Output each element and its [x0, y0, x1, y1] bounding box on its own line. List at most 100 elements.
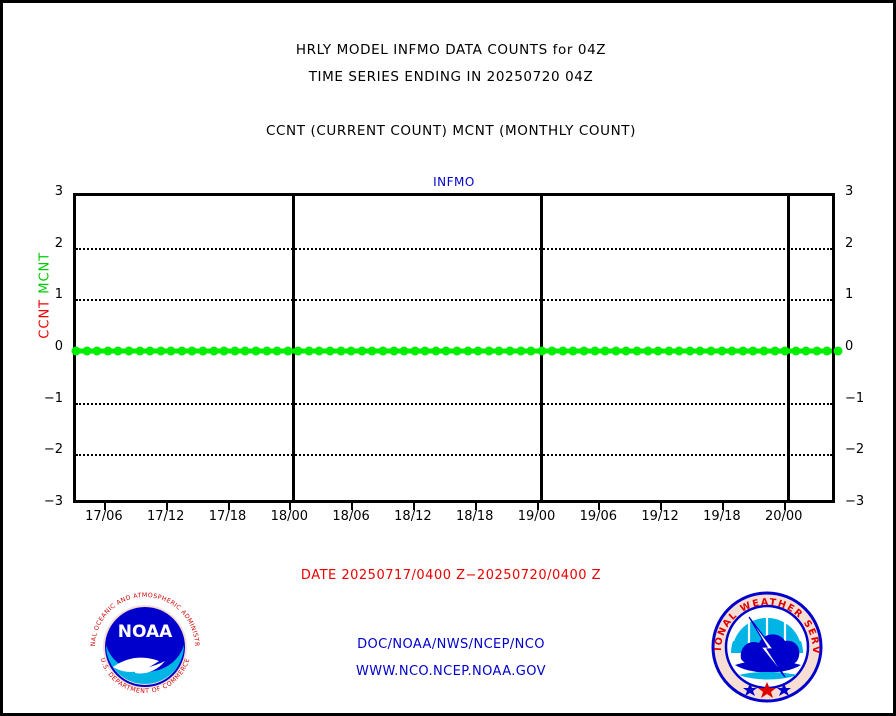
mcnt-marker	[103, 346, 113, 356]
mcnt-marker	[82, 346, 92, 356]
mcnt-marker	[738, 346, 748, 356]
chart-title: INFMO	[433, 175, 475, 189]
mcnt-marker	[346, 346, 356, 356]
ccnt-marker	[94, 349, 100, 353]
x-tick-label-17-12: 17/12	[146, 509, 185, 524]
ccnt-marker	[338, 349, 344, 353]
x-tick-label-17-06: 17/06	[85, 509, 123, 524]
ccnt-marker	[348, 349, 354, 353]
mcnt-marker	[198, 346, 208, 356]
ccnt-marker	[750, 349, 756, 353]
mcnt-marker	[717, 346, 727, 356]
ccnt-marker	[147, 349, 153, 353]
mcnt-marker	[431, 346, 441, 356]
x-tick-mark-19-12	[660, 503, 663, 510]
mcnt-marker	[304, 346, 314, 356]
x-tick-mark-20-00	[783, 503, 786, 510]
y-axis-labels-left: 3 2 1 0 −1 −2 −3	[29, 184, 63, 509]
mcnt-marker	[209, 346, 219, 356]
ccnt-marker	[391, 349, 396, 353]
mcnt-marker	[230, 346, 240, 356]
ccnt-marker	[168, 349, 174, 353]
ccnt-marker	[581, 349, 587, 353]
mcnt-marker	[632, 346, 642, 356]
ccnt-marker	[634, 349, 640, 353]
ccnt-marker	[570, 349, 576, 353]
gridline-y-1	[76, 299, 832, 302]
ccnt-marker	[793, 349, 799, 353]
mcnt-marker	[378, 346, 388, 356]
ccnt-marker	[306, 349, 312, 353]
ccnt-marker	[549, 349, 555, 353]
ccnt-marker	[327, 349, 333, 353]
ccnt-marker	[613, 349, 619, 353]
mcnt-marker	[653, 346, 663, 356]
mcnt-marker	[706, 346, 716, 356]
x-tick-mark-18-06	[351, 503, 354, 510]
mcnt-marker	[314, 346, 324, 356]
gridline-x-18-00	[292, 196, 296, 500]
y-tick-label-right-1: 1	[845, 287, 854, 303]
x-tick-mark-17-06	[103, 503, 106, 510]
mcnt-marker	[92, 346, 102, 356]
mcnt-marker	[579, 346, 589, 356]
mcnt-marker	[643, 346, 652, 356]
ccnt-marker	[772, 349, 777, 353]
mcnt-marker	[748, 346, 758, 356]
x-tick-label-17-18: 17/18	[208, 509, 247, 524]
ccnt-marker	[465, 349, 471, 353]
ccnt-marker	[528, 349, 534, 353]
ccnt-line	[76, 350, 832, 352]
footer-url[interactable]: WWW.NCO.NCEP.NOAA.GOV	[356, 664, 546, 679]
y-tick-label-left-0: 0	[54, 339, 63, 354]
mcnt-marker	[124, 346, 134, 356]
mcnt-marker	[166, 346, 176, 356]
ccnt-marker	[454, 349, 460, 353]
x-tick-label-19-06: 19/06	[579, 509, 618, 524]
mcnt-marker	[240, 346, 250, 356]
mcnt-marker	[695, 346, 705, 356]
mcnt-marker	[113, 346, 123, 356]
ccnt-marker	[105, 349, 111, 353]
ccnt-marker	[697, 349, 703, 353]
mcnt-marker	[283, 346, 293, 356]
ccnt-marker	[475, 349, 481, 353]
mcnt-marker	[135, 346, 144, 356]
y-tick-label-right-0: 0	[845, 339, 854, 354]
ccnt-marker	[369, 349, 375, 353]
ccnt-marker	[295, 349, 301, 353]
noaa-logo-center-text: NOAA	[118, 622, 173, 642]
ccnt-marker	[232, 349, 238, 353]
ccnt-marker	[221, 349, 227, 353]
x-tick-mark-17-18	[227, 503, 230, 510]
mcnt-marker	[558, 346, 568, 356]
mcnt-marker	[822, 346, 832, 356]
y-tick-label-left--3: −3	[43, 494, 63, 509]
footer-organization: DOC/NOAA/NWS/NCEP/NCO	[357, 637, 545, 652]
x-tick-mark-18-12	[412, 503, 415, 510]
mcnt-marker	[251, 346, 261, 356]
mcnt-line	[76, 348, 832, 354]
ccnt-marker	[824, 349, 830, 353]
ccnt-marker	[602, 349, 608, 353]
mcnt-marker	[812, 346, 822, 356]
ccnt-marker	[211, 349, 217, 353]
y-tick-label-left--1: −1	[43, 390, 63, 406]
ccnt-marker	[740, 349, 746, 353]
ccnt-marker	[433, 349, 439, 353]
ccnt-marker	[645, 349, 650, 353]
mcnt-marker	[685, 346, 695, 356]
plot-inner	[71, 196, 843, 500]
x-tick-mark-19-18	[721, 503, 724, 510]
x-tick-mark-19-00	[536, 503, 539, 510]
mcnt-marker	[526, 346, 536, 356]
nws-logo-svg: NATIONAL WEATHER SERVICE	[705, 585, 823, 703]
ccnt-marker	[655, 349, 661, 353]
mcnt-marker	[664, 346, 674, 356]
mcnt-marker	[145, 346, 155, 356]
x-tick-mark-19-06	[598, 503, 601, 510]
gridline-y--1	[76, 402, 832, 405]
mcnt-marker	[801, 346, 811, 356]
ccnt-marker	[274, 349, 280, 353]
